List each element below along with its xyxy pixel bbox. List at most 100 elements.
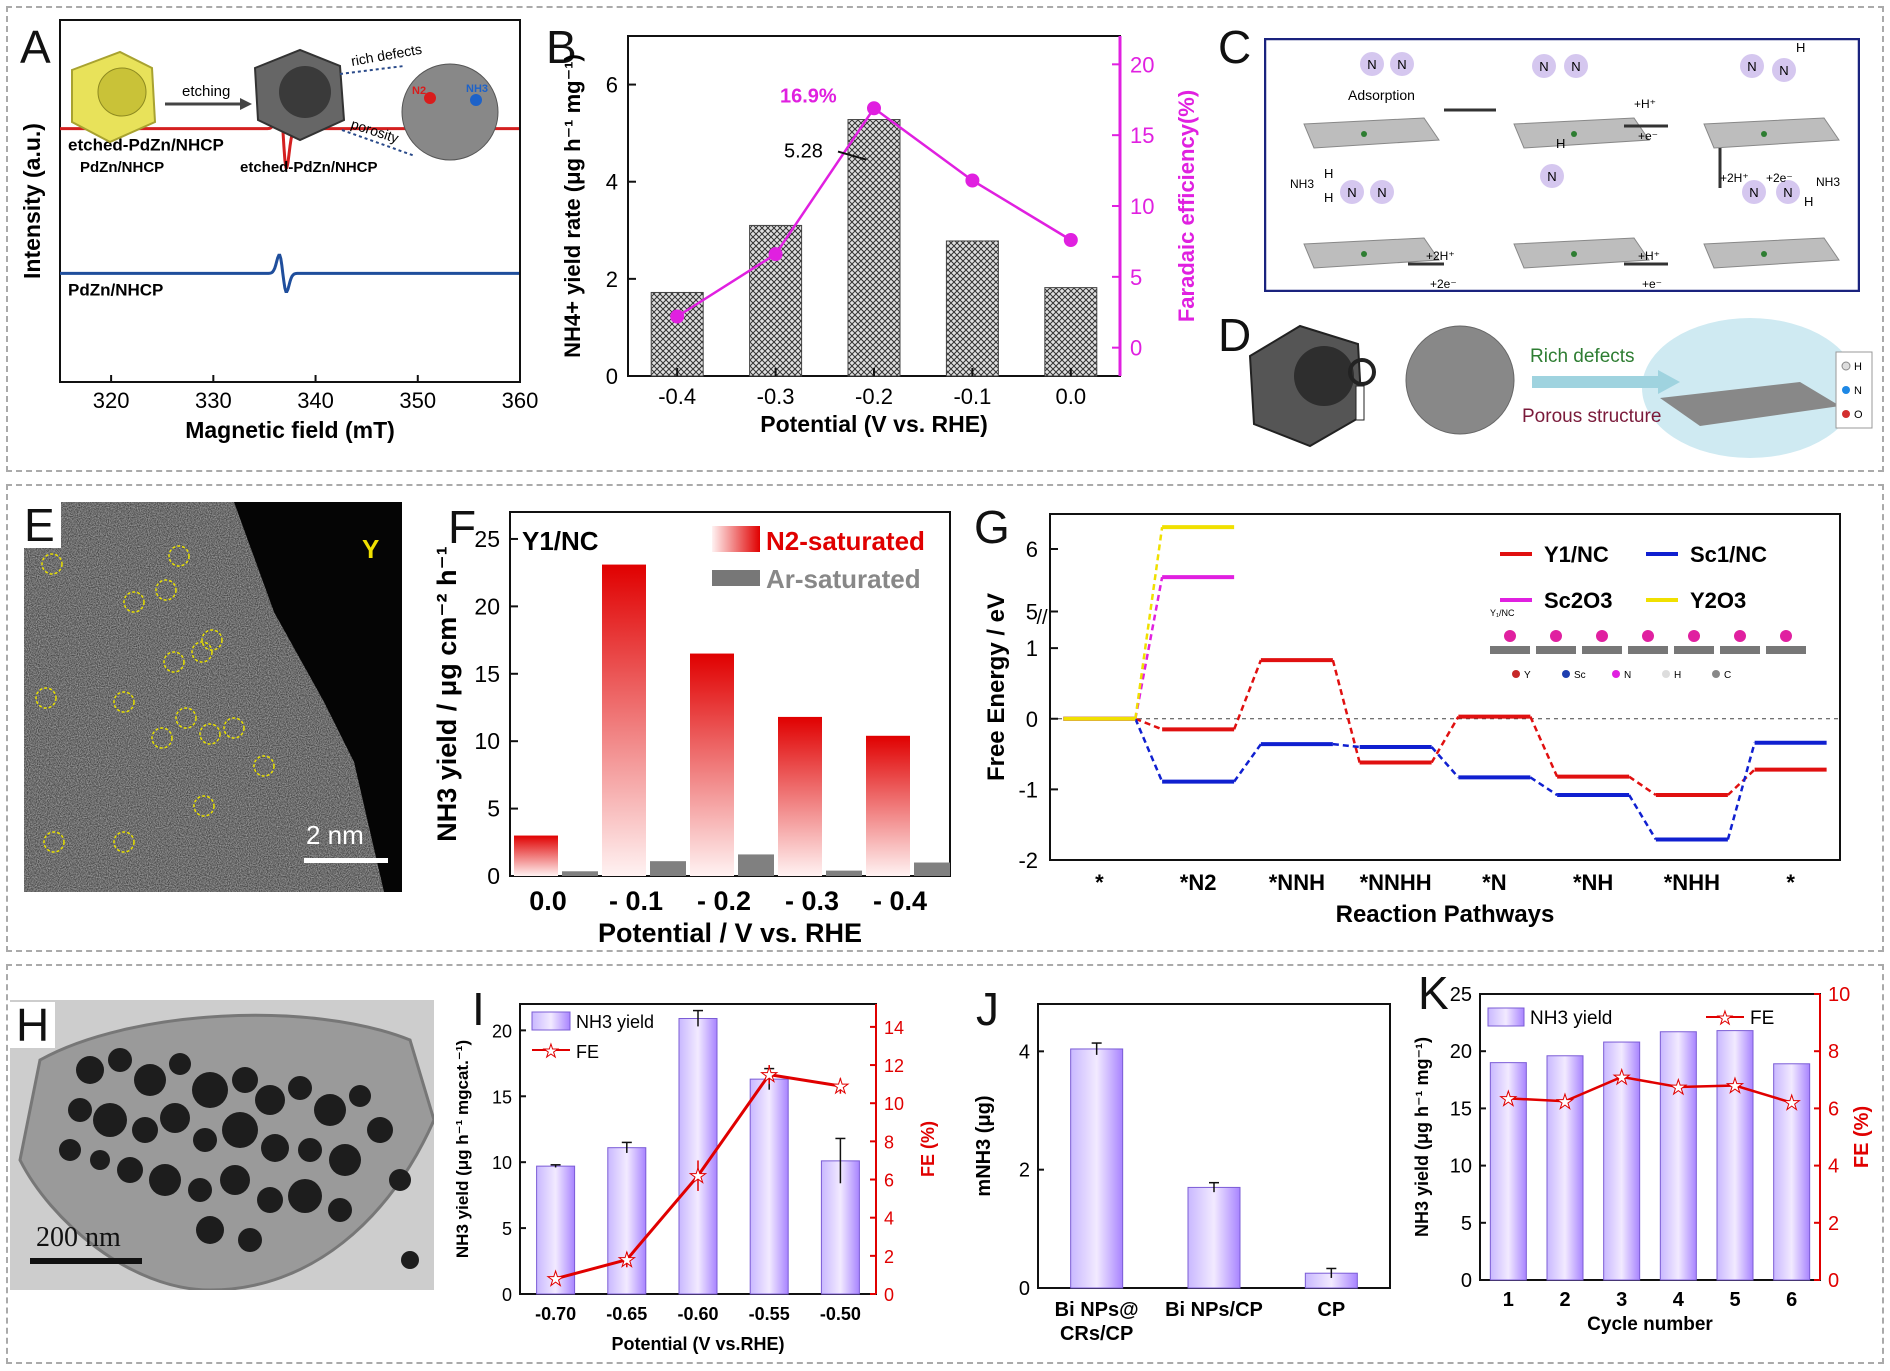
y2-tick-label: 4	[1828, 1156, 1839, 1178]
y2-tick-label: 6	[1828, 1098, 1839, 1120]
schematic-pdzn-label: PdZn/NHCP	[80, 159, 164, 176]
n2-bar	[602, 564, 646, 876]
fe-star-icon: ★	[689, 1166, 707, 1188]
x-tick-label: -0.55	[749, 1304, 790, 1324]
legend-o: O	[1854, 409, 1863, 421]
y2-tick-label: 2	[1828, 1213, 1839, 1235]
nitrogen-atom-icon	[1360, 52, 1384, 76]
inset-substrate	[1628, 646, 1668, 654]
two-h-plus-label-2: +2H⁺	[1426, 249, 1455, 263]
fe-star-icon: ★	[1783, 1093, 1801, 1115]
x-tick-label: Bi NPs/CP	[1165, 1299, 1263, 1321]
bi-nanoparticle	[261, 1134, 289, 1162]
panel-label-i: I	[466, 986, 491, 1032]
path-y1-nc	[1331, 659, 1361, 763]
path-sc1-nc	[1628, 794, 1657, 841]
rich-defects-label: rich defects	[350, 41, 423, 69]
plot-frame	[1479, 993, 1821, 1281]
two-h-plus-label-1: +2H⁺	[1720, 171, 1749, 185]
e-minus-label-1: +e⁻	[1638, 129, 1658, 143]
single-atom-marker	[155, 579, 177, 601]
nitrogen-atom-icon	[1340, 180, 1364, 204]
legend-star-icon: ★	[1717, 1008, 1733, 1028]
bi-nanoparticle	[76, 1056, 104, 1084]
inset-substrate	[1674, 646, 1714, 654]
panel-label-h: H	[10, 1002, 56, 1048]
yield-bar	[1773, 1063, 1811, 1281]
series-label-pdzn: PdZn/NHCP	[68, 280, 163, 299]
fe-annotation: 16.9%	[780, 85, 837, 107]
h-plus-label-2: +H⁺	[1638, 249, 1660, 263]
rich-defects-label: Rich defects	[1530, 346, 1635, 367]
x-tick-label: 330	[195, 388, 232, 413]
adsorption-label: Adsorption	[1348, 87, 1415, 103]
panel-label-g: G	[968, 504, 1016, 550]
legend-swatch-n2	[712, 526, 760, 552]
path-sc1-nc	[1332, 742, 1360, 749]
path-sc1-nc	[1726, 742, 1756, 840]
panel-label-a: A	[14, 24, 57, 70]
y-tick-label: 25	[1450, 984, 1472, 1006]
x-tick-label: - 0.1	[609, 886, 663, 916]
bi-nanoparticle	[108, 1048, 132, 1072]
nitrogen-atom-label: N	[1397, 57, 1406, 72]
x-tick-label: *NH	[1573, 870, 1613, 895]
y-tick-label: 20	[492, 1021, 512, 1041]
n2-bar	[514, 835, 558, 876]
metal-site	[1761, 251, 1767, 257]
y2-tick-label: 0	[884, 1285, 894, 1305]
y2-tick-label: 4	[884, 1209, 894, 1229]
porous-sphere	[1405, 325, 1515, 435]
spectrum-line-pdzn	[60, 253, 519, 293]
y-axis-label: Free Energy / eV	[983, 593, 1010, 781]
ar-bar	[914, 862, 950, 876]
y-tick-label: 4	[1019, 1041, 1030, 1063]
y2-tick-label: 2	[884, 1247, 894, 1267]
y-axis-label: NH3 yield / μg cm⁻² h⁻¹	[432, 546, 462, 842]
inset-adsorbate	[1642, 630, 1654, 642]
x-tick-label: -0.2	[855, 384, 893, 409]
single-atom-marker	[113, 831, 135, 853]
nitrogen-atom-label: N	[1539, 59, 1548, 74]
mass-bar	[1070, 1048, 1124, 1289]
legend-swatch-yield	[531, 1011, 571, 1031]
single-atom-marker	[123, 591, 145, 613]
single-atom-marker	[175, 707, 197, 729]
hydrogen-label: H	[1796, 40, 1805, 55]
bi-nanoparticle	[160, 1103, 190, 1133]
panel-label-d: D	[1212, 312, 1258, 358]
nh3-release-label-1: NH3	[1816, 175, 1840, 189]
y-axis-label: NH3 yield (μg h⁻¹ mgcat.⁻¹)	[453, 1040, 472, 1258]
single-atom-marker	[193, 795, 215, 817]
nitrogen-atom-icon	[1740, 54, 1764, 78]
x-tick-label: -0.4	[658, 384, 696, 409]
top-section-frame	[6, 6, 1884, 472]
legend-label-yield: NH3 yield	[576, 1012, 654, 1032]
path-y1-nc	[1430, 716, 1460, 764]
x-axis-label: Magnetic field (mT)	[185, 417, 395, 443]
inset-legend-dot	[1612, 670, 1620, 678]
n2-bar	[690, 653, 734, 876]
yield-annotation-arrow	[837, 150, 867, 161]
fe-point	[965, 173, 980, 188]
graphene-sheet	[1703, 237, 1840, 269]
inset-legend-label: C	[1724, 670, 1731, 681]
inset-adsorbate	[1780, 630, 1792, 642]
inset-substrate	[1720, 646, 1760, 654]
y-tick-label: 2	[606, 267, 618, 292]
x-tick-label: 0.0	[1056, 384, 1087, 409]
fe-point	[867, 101, 881, 116]
fe-star-icon: ★	[1613, 1067, 1631, 1089]
bi-nanoparticle	[328, 1198, 352, 1222]
x-tick-label: - 0.3	[785, 886, 839, 916]
inset-legend-dot	[1662, 670, 1670, 678]
bi-nanoparticle	[132, 1117, 158, 1143]
nitrogen-atom-label: N	[1749, 185, 1758, 200]
x-tick-label: *NNH	[1269, 870, 1325, 895]
y-axis-label: mNH3 (μg)	[973, 1095, 995, 1196]
inset-substrate	[1766, 646, 1806, 654]
fe-star-icon: ★	[618, 1250, 636, 1272]
hydrogen-label: H	[1324, 190, 1333, 205]
path-y2o3	[1134, 526, 1164, 719]
